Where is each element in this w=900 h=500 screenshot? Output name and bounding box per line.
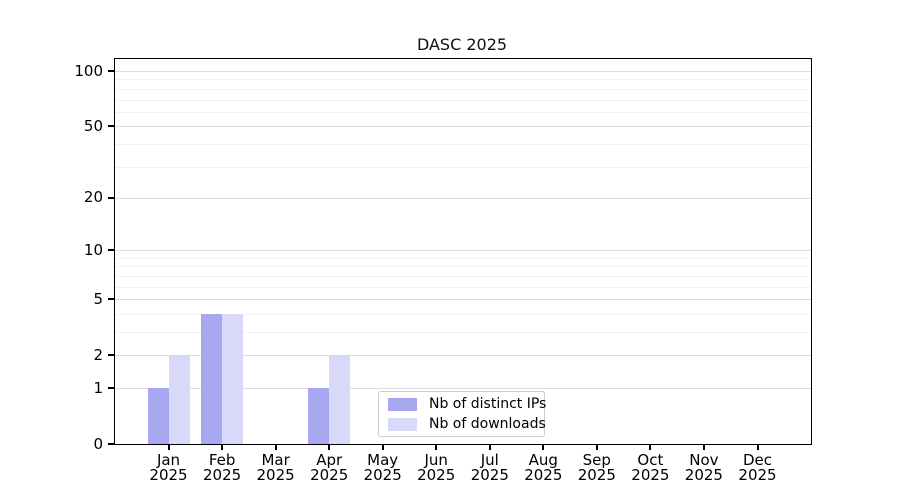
x-tick-label-apr: Apr 2025 — [301, 453, 357, 483]
x-tick-year: 2025 — [417, 466, 456, 484]
x-tick-label-nov: Nov 2025 — [676, 453, 732, 483]
x-tick-nov — [702, 445, 705, 450]
x-tick-label-jan: Jan 2025 — [141, 453, 197, 483]
y-tick-20 — [108, 196, 115, 199]
bar-nb-of-downloads-feb — [222, 313, 244, 444]
x-tick-feb — [221, 445, 224, 450]
x-tick-label-aug: Aug 2025 — [515, 453, 571, 483]
legend-item-distinct-ips: Nb of distinct IPs — [388, 396, 546, 412]
gridline-minor-3 — [115, 332, 811, 333]
gridline-minor-40 — [115, 143, 811, 145]
x-tick-year: 2025 — [310, 466, 349, 484]
chart-title: DASC 2025 — [416, 35, 508, 54]
gridline-2 — [115, 355, 811, 357]
gridline-minor-4 — [115, 313, 811, 315]
bar-nb-of-downloads-jan — [168, 355, 190, 444]
x-tick-year: 2025 — [524, 466, 563, 484]
gridline-minor-30 — [115, 166, 811, 168]
x-tick-month: Jan — [156, 451, 181, 469]
bar-nb-of-downloads-apr — [329, 355, 351, 444]
plot-area — [114, 58, 812, 445]
x-tick-month: Dec — [742, 451, 773, 469]
legend-swatch-distinct-ips — [388, 397, 417, 411]
x-tick-aug — [542, 445, 545, 450]
y-tick-1 — [108, 387, 115, 389]
gridline-minor-90 — [115, 79, 811, 81]
gridline-50 — [115, 126, 811, 128]
gridline-minor-80 — [115, 88, 811, 90]
x-tick-label-mar: Mar 2025 — [248, 453, 304, 483]
x-tick-month: Sep — [582, 451, 611, 469]
y-tick-100 — [108, 70, 115, 72]
x-tick-label-dec: Dec 2025 — [730, 453, 786, 483]
legend-swatch-downloads — [388, 417, 417, 431]
bar-nb-of-distinct-ips-apr — [308, 388, 330, 444]
y-tick-label-20: 20 — [83, 188, 103, 207]
x-tick-year: 2025 — [149, 466, 188, 484]
y-tick-label-5: 5 — [93, 289, 103, 308]
x-tick-jun — [435, 445, 438, 450]
gridline-20 — [115, 197, 811, 199]
y-tick-label-0: 0 — [93, 434, 103, 453]
y-tick-label-100: 100 — [74, 61, 103, 80]
x-tick-label-oct: Oct 2025 — [622, 453, 678, 483]
x-tick-mar — [274, 445, 277, 450]
legend-label-distinct-ips: Nb of distinct IPs — [429, 396, 547, 412]
x-tick-label-sep: Sep 2025 — [569, 453, 625, 483]
x-tick-jan — [167, 445, 170, 450]
x-tick-month: Jul — [480, 451, 499, 469]
y-tick-2 — [108, 354, 115, 357]
y-tick-0 — [108, 443, 115, 445]
gridline-1 — [115, 388, 811, 389]
y-tick-label-1: 1 — [93, 378, 103, 397]
gridline-minor-8 — [115, 266, 811, 268]
x-tick-label-jul: Jul 2025 — [462, 453, 518, 483]
x-tick-year: 2025 — [631, 466, 670, 484]
x-tick-month: Jun — [424, 451, 448, 469]
x-tick-year: 2025 — [577, 466, 616, 484]
y-tick-label-2: 2 — [93, 345, 103, 364]
y-tick-label-50: 50 — [83, 116, 103, 135]
x-tick-month: Feb — [208, 451, 236, 469]
x-tick-year: 2025 — [684, 466, 723, 484]
x-tick-year: 2025 — [738, 466, 777, 484]
x-tick-label-may: May 2025 — [355, 453, 411, 483]
gridline-minor-9 — [115, 257, 811, 259]
x-tick-oct — [649, 445, 652, 450]
x-tick-label-jun: Jun 2025 — [408, 453, 464, 483]
legend: Nb of distinct IPs Nb of downloads — [378, 391, 546, 437]
x-tick-month: Aug — [528, 451, 558, 469]
gridline-minor-7 — [115, 275, 811, 277]
legend-item-downloads: Nb of downloads — [388, 416, 546, 432]
x-tick-year: 2025 — [470, 466, 509, 484]
x-tick-month: May — [367, 451, 399, 469]
x-tick-label-feb: Feb 2025 — [194, 453, 250, 483]
x-tick-month: Oct — [637, 451, 664, 469]
bar-nb-of-distinct-ips-jan — [147, 388, 169, 444]
gridline-10 — [115, 250, 811, 252]
gridline-5 — [115, 299, 811, 301]
x-tick-may — [381, 445, 384, 450]
y-tick-5 — [108, 298, 115, 301]
x-tick-year: 2025 — [256, 466, 295, 484]
bar-nb-of-distinct-ips-feb — [201, 313, 223, 444]
y-tick-50 — [108, 125, 115, 128]
gridline-100 — [115, 71, 811, 72]
x-tick-month: Mar — [261, 451, 290, 469]
gridline-minor-60 — [115, 111, 811, 113]
x-tick-jul — [488, 445, 491, 450]
x-tick-year: 2025 — [363, 466, 402, 484]
gridline-minor-6 — [115, 286, 811, 288]
x-tick-apr — [328, 445, 331, 450]
x-tick-sep — [595, 445, 598, 450]
gridline-minor-70 — [115, 99, 811, 101]
x-tick-year: 2025 — [203, 466, 242, 484]
legend-label-downloads: Nb of downloads — [429, 416, 546, 432]
x-tick-dec — [756, 445, 759, 450]
x-tick-month: Nov — [689, 451, 719, 469]
y-tick-10 — [108, 249, 115, 252]
y-tick-label-10: 10 — [83, 240, 103, 259]
x-tick-month: Apr — [316, 451, 343, 469]
